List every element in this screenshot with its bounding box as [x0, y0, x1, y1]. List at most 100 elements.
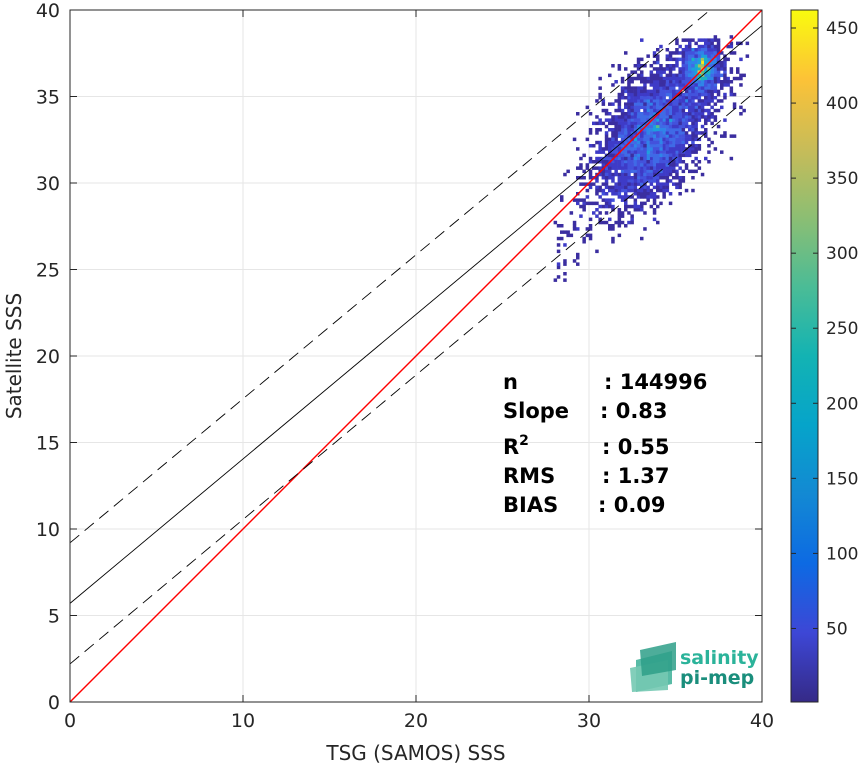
- density-cell: [700, 172, 705, 177]
- density-cell: [643, 137, 647, 142]
- density-cell: [614, 192, 618, 196]
- density-cell: [595, 192, 599, 196]
- density-cell: [652, 160, 657, 164]
- density-cell: [694, 76, 698, 81]
- density-cell: [620, 188, 625, 193]
- density-cell: [704, 102, 708, 106]
- density-cell: [620, 128, 625, 132]
- density-cell: [633, 118, 638, 122]
- density-cell: [633, 156, 638, 161]
- density-cell: [640, 99, 644, 103]
- density-cell: [614, 115, 618, 119]
- density-cell: [713, 48, 718, 52]
- identity-line: [69, 9, 763, 703]
- density-cell: [649, 112, 654, 116]
- density-cell: [694, 112, 698, 116]
- density-cell: [684, 54, 689, 58]
- density-cell: [592, 166, 596, 170]
- density-cell: [707, 160, 711, 164]
- density-cell: [665, 156, 670, 161]
- density-cell: [553, 278, 558, 282]
- density-cell: [662, 169, 666, 174]
- density-cell: [620, 169, 625, 174]
- density-cell: [579, 198, 583, 202]
- density-cell: [617, 220, 622, 225]
- density-cell: [659, 92, 663, 97]
- density-cell: [700, 89, 705, 94]
- density-cell: [697, 166, 702, 170]
- density-cell: [697, 48, 702, 52]
- density-cell: [704, 38, 708, 42]
- density-cell: [640, 73, 644, 78]
- density-cell: [662, 86, 666, 90]
- density-cell: [624, 131, 628, 135]
- density-cell: [726, 83, 730, 87]
- density-cell: [617, 108, 622, 113]
- density-cell: [704, 76, 708, 81]
- density-cell: [652, 163, 657, 167]
- density-cell: [723, 64, 727, 68]
- density-cell: [611, 131, 615, 135]
- density-cell: [713, 67, 718, 71]
- stat-label: n: [503, 370, 518, 394]
- density-cell: [691, 121, 695, 126]
- density-cell: [640, 172, 644, 177]
- density-cell: [633, 172, 638, 177]
- density-cell: [665, 118, 670, 122]
- density-cell: [662, 76, 666, 81]
- density-cell: [595, 99, 599, 103]
- density-cell: [675, 105, 679, 110]
- density-cell: [652, 166, 657, 170]
- density-cell: [630, 195, 634, 199]
- density-cell: [646, 89, 650, 94]
- density-cell: [681, 140, 686, 145]
- density-cell: [608, 201, 612, 206]
- density-cell: [675, 73, 679, 78]
- density-cell: [656, 121, 660, 126]
- density-cell: [640, 131, 644, 135]
- density-cell: [630, 179, 634, 183]
- density-cell: [588, 144, 593, 148]
- density-cell: [608, 128, 612, 132]
- density-cell: [681, 137, 686, 142]
- density-cell: [649, 99, 654, 103]
- density-cell: [656, 115, 660, 119]
- density-cell: [643, 163, 647, 167]
- density-cell: [604, 134, 609, 138]
- density-cell: [681, 112, 686, 116]
- density-cell: [556, 265, 561, 270]
- density-cell: [697, 76, 702, 81]
- density-cell: [630, 150, 634, 154]
- density-cell: [678, 131, 682, 135]
- density-cell: [672, 150, 676, 154]
- density-cell: [691, 131, 695, 135]
- density-cell: [668, 144, 673, 148]
- density-cell: [675, 48, 679, 52]
- stat-label-text: Slope: [503, 399, 569, 423]
- density-cell: [659, 121, 663, 126]
- density-cell: [707, 144, 711, 148]
- density-cell: [672, 124, 676, 129]
- density-cell: [556, 275, 561, 279]
- density-cell: [630, 76, 634, 81]
- density-cell: [598, 217, 602, 222]
- density-cell: [652, 179, 657, 183]
- x-tick-label: 30: [577, 710, 601, 732]
- density-cell: [636, 108, 641, 113]
- density-cell: [672, 144, 676, 148]
- density-cell: [627, 89, 631, 94]
- density-cell: [630, 176, 634, 180]
- density-cell: [560, 224, 564, 228]
- density-cell: [707, 108, 711, 113]
- density-cell: [694, 51, 698, 55]
- density-cell: [710, 83, 714, 87]
- density-cell: [700, 115, 705, 119]
- density-cell: [723, 73, 727, 78]
- density-cell: [704, 60, 708, 65]
- density-cell: [608, 140, 612, 145]
- logo-text-line2: pi-mep: [680, 667, 754, 689]
- density-cell: [659, 118, 663, 122]
- density-cell: [649, 156, 654, 161]
- density-cell: [633, 147, 638, 151]
- density-cell: [668, 156, 673, 161]
